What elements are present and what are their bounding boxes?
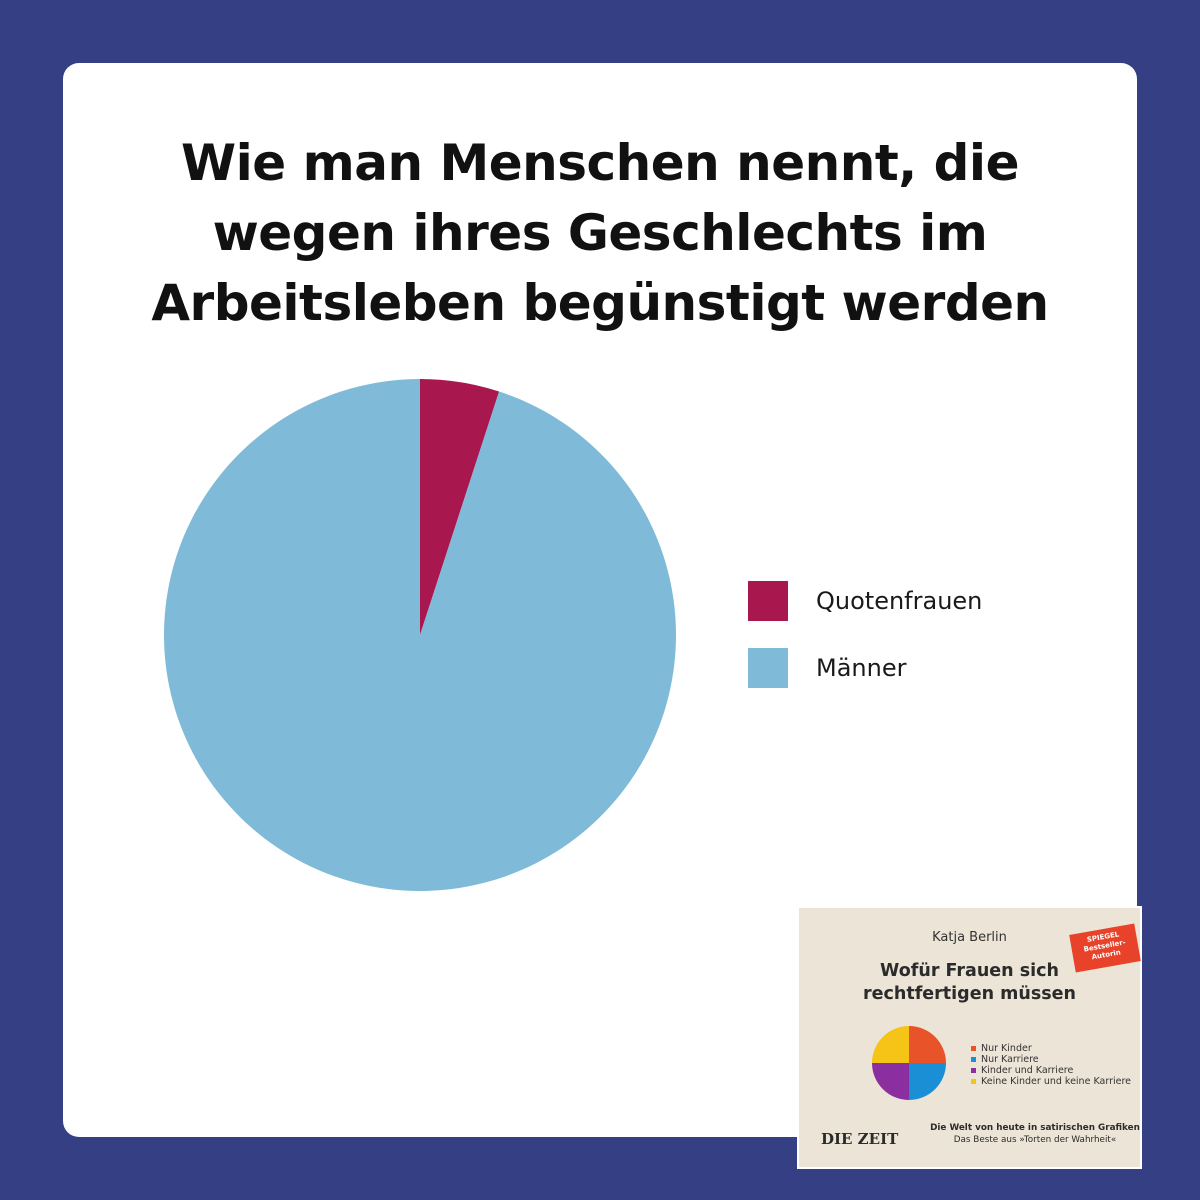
book-legend-item: Kinder und Karriere (971, 1065, 1131, 1076)
pie-slice-maenner (164, 379, 676, 891)
legend-item-quotenfrauen: Quotenfrauen (748, 581, 982, 621)
legend-swatch-quotenfrauen (748, 581, 788, 621)
book-title: Wofür Frauen sich rechtfertigen müssen (799, 960, 1140, 1006)
book-legend-label: Nur Kinder (981, 1043, 1032, 1054)
book-legend-item: Keine Kinder und keine Karriere (971, 1076, 1131, 1087)
book-title-line-2: rechtfertigen müssen (863, 984, 1076, 1004)
chart-title-line-1: Wie man Menschen nennt, die (181, 134, 1019, 192)
book-legend-label: Nur Karriere (981, 1054, 1039, 1065)
legend-label-quotenfrauen: Quotenfrauen (816, 587, 983, 615)
book-legend-swatch (971, 1068, 976, 1073)
book-legend-label: Keine Kinder und keine Karriere (981, 1076, 1131, 1087)
book-pie-chart (872, 1026, 946, 1100)
book-legend-swatch (971, 1079, 976, 1084)
publisher-logo: DIE ZEIT (821, 1130, 899, 1148)
legend-swatch-maenner (748, 648, 788, 688)
chart-legend: Quotenfrauen Männer (748, 581, 982, 715)
legend-item-maenner: Männer (748, 648, 982, 688)
pie-slice-quotenfrauen (420, 379, 500, 635)
book-legend-label: Kinder und Karriere (981, 1065, 1074, 1076)
book-author: Katja Berlin (932, 930, 1007, 945)
book-subtitle-1: Die Welt von heute in satirischen Grafik… (930, 1123, 1140, 1133)
chart-title-line-3: Arbeitsleben begünstigt werden (151, 274, 1049, 332)
book-pie-slice-keine-kinder-und-keine-karriere (872, 1026, 909, 1063)
book-subtitle: Die Welt von heute in satirischen Grafik… (929, 1122, 1141, 1146)
book-legend-swatch (971, 1057, 976, 1062)
book-legend-item: Nur Karriere (971, 1054, 1131, 1065)
book-legend-swatch (971, 1046, 976, 1051)
book-subtitle-2: Das Beste aus »Torten der Wahrheit« (953, 1135, 1117, 1145)
book-cover: Katja Berlin SPIEGEL Bestseller- Autorin… (797, 906, 1142, 1169)
book-title-line-1: Wofür Frauen sich (880, 961, 1059, 981)
book-legend: Nur Kinder Nur Karriere Kinder und Karri… (971, 1043, 1131, 1087)
chart-title-line-2: wegen ihres Geschlechts im (212, 204, 988, 262)
chart-title: Wie man Menschen nennt, die wegen ihres … (0, 128, 1200, 338)
book-pie-slice-nur-karriere (909, 1063, 946, 1100)
pie-chart (164, 379, 676, 891)
legend-label-maenner: Männer (816, 654, 907, 682)
book-pie-slice-kinder-und-karriere (872, 1063, 909, 1100)
book-legend-item: Nur Kinder (971, 1043, 1131, 1054)
book-pie-slice-nur-kinder (909, 1026, 946, 1063)
